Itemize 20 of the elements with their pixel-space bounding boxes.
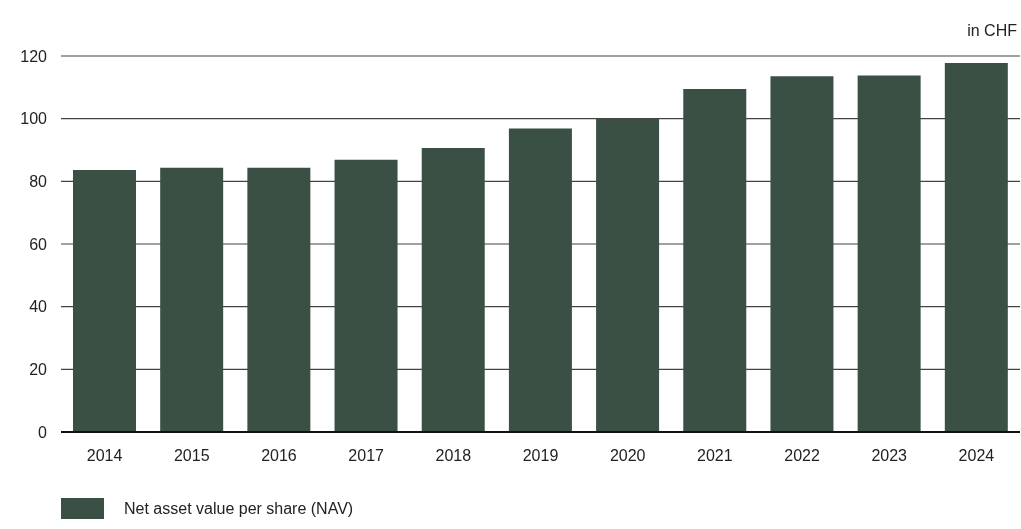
y-tick-label: 60 [29, 235, 48, 253]
y-tick-label: 80 [29, 173, 48, 191]
x-tick-label: 2021 [697, 447, 733, 465]
x-tick-label: 2019 [522, 447, 559, 465]
x-tick-label: 2018 [435, 447, 472, 465]
y-tick-label: 0 [38, 423, 48, 441]
x-tick-label: 2024 [958, 447, 995, 465]
y-tick-label: 40 [29, 298, 48, 316]
x-tick-label: 2014 [86, 447, 123, 465]
x-tick-label: 2022 [784, 447, 820, 465]
y-tick-label: 20 [29, 361, 48, 379]
x-tick-label: 2015 [173, 447, 210, 465]
x-tick-label: 2017 [348, 447, 385, 465]
x-tick-label: 2020 [609, 447, 646, 465]
x-tick-label: 2023 [871, 447, 908, 465]
y-axis-title: in CHF [967, 22, 1017, 40]
y-tick-label: 100 [20, 110, 48, 128]
x-tick-label: 2016 [261, 447, 297, 465]
legend-label: Net asset value per share (NAV) [124, 499, 354, 518]
y-tick-label: 120 [20, 47, 48, 65]
